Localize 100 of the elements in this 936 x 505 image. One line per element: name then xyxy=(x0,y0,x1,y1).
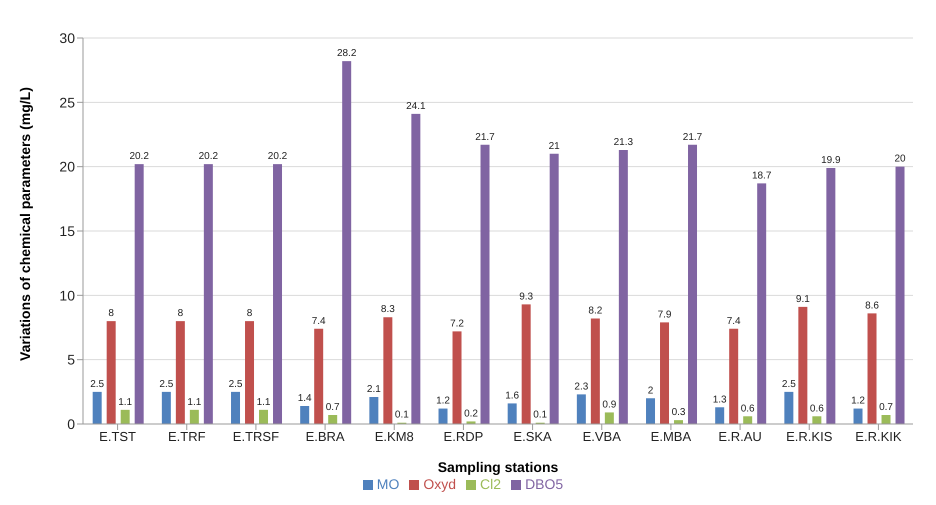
legend-label: Cl2 xyxy=(480,476,502,492)
bar xyxy=(176,321,185,424)
data-label: 0.9 xyxy=(602,399,617,410)
bar xyxy=(411,114,420,424)
bar xyxy=(438,408,448,424)
data-label: 0.7 xyxy=(879,402,894,413)
bar xyxy=(204,164,213,424)
x-tick-label: E.VBA xyxy=(582,429,622,444)
bar xyxy=(508,403,517,424)
x-axis-title: Sampling stations xyxy=(438,459,558,475)
bar xyxy=(882,414,891,424)
bar xyxy=(550,154,559,424)
data-label: 7.4 xyxy=(726,316,742,327)
data-label: 20.2 xyxy=(198,151,219,162)
data-label: 7.2 xyxy=(450,318,464,330)
bar xyxy=(784,392,794,424)
x-tick-label: E.R.AU xyxy=(718,429,762,444)
data-label: 18.7 xyxy=(752,170,772,182)
data-label: 8.6 xyxy=(865,300,880,312)
data-label: 8.3 xyxy=(380,304,396,316)
data-label: 1.1 xyxy=(256,396,271,408)
data-label: 1.6 xyxy=(505,390,520,402)
bar xyxy=(259,410,268,424)
data-label: 1.3 xyxy=(712,394,728,406)
bar xyxy=(383,317,392,424)
legend-label: DBO5 xyxy=(525,476,564,492)
bar xyxy=(369,396,378,424)
data-label: 1.2 xyxy=(851,396,866,407)
bar xyxy=(646,398,656,424)
data-label: 0.3 xyxy=(672,407,686,418)
data-label: 1.1 xyxy=(118,396,133,408)
x-tick-label: E.RDP xyxy=(444,429,484,444)
y-tick-label: 30 xyxy=(59,30,76,46)
data-label: 2.5 xyxy=(159,378,174,390)
data-label: 7.9 xyxy=(658,309,672,320)
data-label: 2 xyxy=(648,385,654,396)
bar xyxy=(618,150,628,424)
bar xyxy=(134,164,144,424)
x-tick-label: E.KM8 xyxy=(374,429,414,444)
data-label: 0.1 xyxy=(533,410,548,421)
bar xyxy=(92,392,102,424)
data-label: 2.5 xyxy=(90,378,105,390)
data-label: 8 xyxy=(108,308,114,320)
data-label: 1.1 xyxy=(187,396,202,408)
data-label: 21.7 xyxy=(682,132,703,143)
bar xyxy=(854,408,863,424)
y-tick-label: 20 xyxy=(59,158,76,175)
y-tick-label: 10 xyxy=(59,287,76,304)
x-tick-label: E.R.KIS xyxy=(786,429,833,444)
data-label: 7.4 xyxy=(312,316,326,327)
bar xyxy=(604,412,614,424)
bar xyxy=(688,144,698,424)
bar xyxy=(328,414,338,424)
data-label: 2.5 xyxy=(782,378,796,390)
data-label: 21.7 xyxy=(475,132,496,143)
bar xyxy=(715,407,724,424)
bar xyxy=(729,328,738,424)
bar xyxy=(660,322,670,424)
data-label: 21 xyxy=(548,140,560,152)
data-label: 2.1 xyxy=(366,384,382,395)
x-tick-label: E.BRA xyxy=(306,429,345,444)
bar xyxy=(812,416,822,424)
data-label: 9.3 xyxy=(519,291,534,302)
data-label: 0.1 xyxy=(394,410,410,421)
bar xyxy=(743,416,752,424)
data-label: 1.2 xyxy=(436,396,450,407)
data-label: 1.4 xyxy=(298,392,312,404)
data-label: 24.1 xyxy=(406,100,426,112)
data-label: 20.2 xyxy=(268,151,288,162)
x-tick-label: E.MBA xyxy=(650,429,692,444)
bar xyxy=(480,144,490,424)
bar xyxy=(674,420,684,424)
data-label: 2.3 xyxy=(574,381,589,392)
legend-label: Oxyd xyxy=(423,476,456,492)
bar xyxy=(522,304,531,424)
legend-label: MO xyxy=(376,476,400,492)
bar xyxy=(314,328,324,424)
bar xyxy=(896,166,905,424)
bar xyxy=(120,410,130,424)
x-tick-label: E.TRSF xyxy=(232,429,280,444)
data-label: 21.3 xyxy=(614,136,634,148)
data-label: 8 xyxy=(178,308,184,320)
data-label: 0.2 xyxy=(464,408,478,420)
data-label: 0.6 xyxy=(810,403,824,414)
bar xyxy=(273,164,282,424)
data-label: 28.2 xyxy=(336,48,357,60)
data-label: 8.2 xyxy=(588,305,603,316)
data-label: 8 xyxy=(246,308,253,320)
bar xyxy=(342,61,352,424)
y-tick-label: 25 xyxy=(59,94,76,110)
bar xyxy=(300,406,310,424)
bar xyxy=(162,392,171,424)
bar xyxy=(590,318,600,424)
x-tick-label: E.TRF xyxy=(168,429,206,444)
data-label: 0.7 xyxy=(326,402,340,413)
x-tick-label: E.SKA xyxy=(513,429,552,444)
bar xyxy=(106,321,116,424)
bar xyxy=(190,410,199,424)
x-tick-label: E.TST xyxy=(99,429,136,444)
y-tick-label: 15 xyxy=(59,222,76,239)
